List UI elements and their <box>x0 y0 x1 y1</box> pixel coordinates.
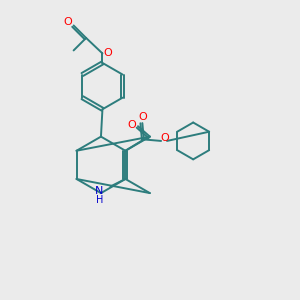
Text: O: O <box>138 112 147 122</box>
Text: O: O <box>103 48 112 59</box>
Text: O: O <box>161 133 170 143</box>
Text: O: O <box>63 17 72 28</box>
Text: N: N <box>95 186 104 196</box>
Text: O: O <box>127 120 136 130</box>
Text: H: H <box>96 195 103 205</box>
